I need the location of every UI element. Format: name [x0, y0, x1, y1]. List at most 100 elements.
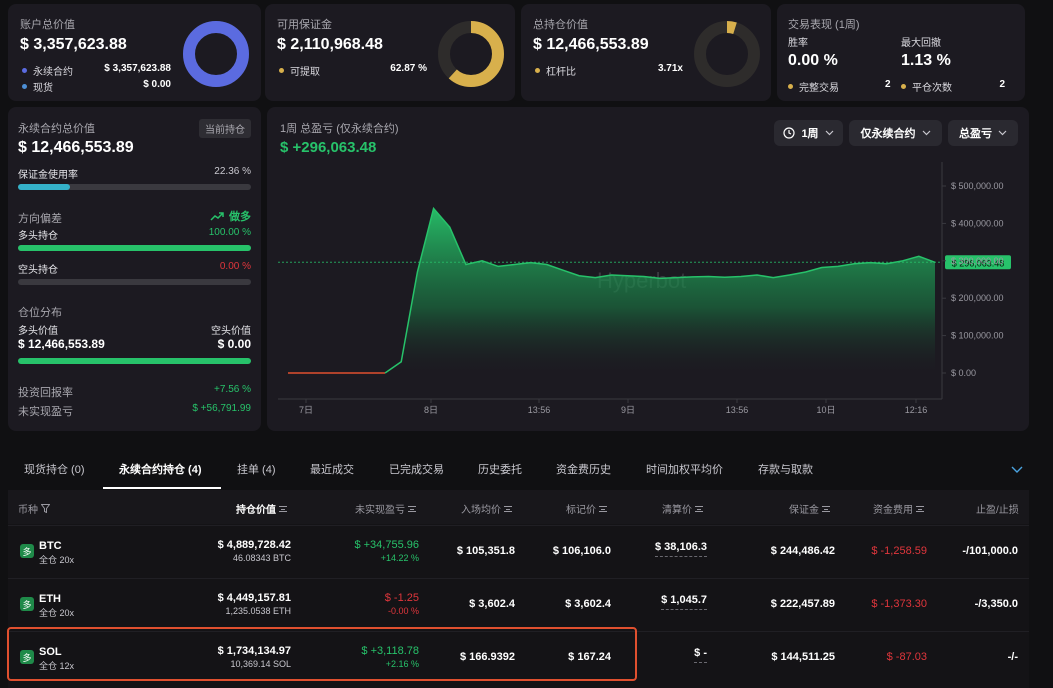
table-row[interactable]: [8, 525, 1029, 577]
header-tpsl[interactable]: 止盈/止损: [976, 505, 1019, 516]
tab-twap[interactable]: 时间加权平均价: [646, 464, 723, 476]
unrealized-pnl-pct: +2.16 %: [385, 659, 419, 669]
pnl-area-chart: Hyperbot$ 296,063.48$ 500,000.00$ 400,00…: [278, 162, 1011, 415]
y-tick-label: $ 100,000.00: [951, 331, 1004, 341]
long-badge: 多: [20, 597, 34, 611]
sort-icon[interactable]: [408, 505, 416, 512]
coin-symbol[interactable]: BTC: [39, 540, 62, 552]
tpsl-value[interactable]: -/101,000.0: [962, 545, 1018, 557]
tab-funding-history[interactable]: 资金费历史: [556, 464, 611, 476]
tab-completed-trades[interactable]: 已完成交易: [389, 464, 444, 476]
chevron-down-icon: [825, 130, 833, 136]
mark-price: $ 106,106.0: [552, 545, 611, 557]
distribution-label: 仓位分布: [18, 307, 62, 319]
coin-symbol[interactable]: SOL: [39, 646, 62, 658]
x-tick-label: 13:56: [528, 405, 551, 415]
filter-icon[interactable]: [41, 504, 50, 513]
account-value-card: 账户总价值 $ 3,357,623.88 永续合约 $ 3,357,623.88…: [8, 4, 261, 101]
legend-perp-value: $ 3,357,623.88: [104, 63, 171, 74]
sort-icon[interactable]: [599, 505, 607, 512]
sort-icon[interactable]: [695, 505, 703, 512]
tab-open-orders[interactable]: 挂单 (4): [237, 464, 276, 476]
margin-amount: $ 222,457.89: [770, 598, 835, 610]
position-value: $ 4,449,157.81: [217, 592, 291, 604]
trades-value: 2: [885, 79, 891, 90]
roi-value: +7.56 %: [214, 384, 251, 395]
y-tick-label: $ 200,000.00: [951, 293, 1004, 303]
metric-select[interactable]: 总盈亏: [948, 120, 1018, 146]
mark-price: $ 167.24: [568, 651, 611, 663]
y-tick-label: $ 500,000.00: [951, 181, 1004, 191]
closes-label: 平仓次数: [901, 79, 952, 94]
liq-price: $ 1,045.7: [661, 594, 707, 610]
margin-usage-label: 保证金使用率: [18, 170, 78, 181]
legend-leverage-value: 3.71x: [657, 63, 683, 74]
y-tick-label: $ 400,000.00: [951, 218, 1004, 228]
table-header-bg: [8, 490, 1029, 524]
bias-indicator: 做多: [210, 208, 251, 224]
perp-value: $ 12,466,553.89: [18, 139, 134, 156]
chevron-down-icon: [922, 130, 930, 136]
perp-title: 永续合约总价值: [18, 123, 95, 135]
sort-icon[interactable]: [916, 505, 924, 512]
tab-deposits-withdrawals[interactable]: 存款与取款: [758, 464, 813, 476]
header-unrealized-pnl[interactable]: 未实现盈亏: [355, 501, 416, 516]
tab-order-history[interactable]: 历史委托: [478, 464, 522, 476]
coin-symbol[interactable]: ETH: [39, 593, 61, 605]
tpsl-value[interactable]: -/3,350.0: [974, 598, 1018, 610]
card-title: 总持仓价值: [533, 19, 588, 31]
short-value: 0.00 %: [219, 261, 251, 272]
header-funding[interactable]: 资金费用: [873, 501, 924, 516]
margin-usage-value: 22.36 %: [214, 166, 251, 177]
period-select[interactable]: 1周: [774, 120, 843, 146]
tab-spot-positions[interactable]: 现货持仓 (0): [24, 464, 85, 476]
trade-performance-card: 交易表现 (1周) 胜率 0.00 % 最大回撤 1.13 % 完整交易 2 平…: [777, 4, 1025, 101]
liq-price: $ -: [694, 647, 707, 663]
position-qty: 10,369.14 SOL: [230, 659, 291, 669]
sort-icon[interactable]: [504, 505, 512, 512]
header-position-value[interactable]: 持仓价值: [236, 501, 287, 516]
chevron-down-icon: [998, 130, 1007, 136]
entry-price: $ 3,602.4: [469, 598, 515, 610]
header-coin[interactable]: 币种: [18, 501, 50, 516]
sort-icon[interactable]: [822, 505, 830, 512]
header-margin[interactable]: 保证金: [789, 501, 830, 516]
card-title: 可用保证金: [277, 19, 332, 31]
trend-up-icon: [210, 212, 224, 221]
chart-total-value: $ +296,063.48: [280, 139, 377, 156]
distribution-bar: [18, 358, 251, 364]
table-row[interactable]: [8, 578, 1029, 630]
header-mark-price[interactable]: 标记价: [566, 501, 607, 516]
margin-usage-bar: [18, 184, 251, 190]
long-badge: 多: [20, 650, 34, 664]
header-entry-price[interactable]: 入场均价: [461, 501, 512, 516]
legend-spot: 现货: [22, 79, 53, 94]
table-row[interactable]: [8, 631, 1029, 683]
closes-value: 2: [999, 79, 1005, 90]
tab-recent-fills[interactable]: 最近成交: [310, 464, 354, 476]
short-value-amount: $ 0.00: [217, 337, 251, 351]
card-title: 账户总价值: [20, 19, 75, 31]
unrealized-pnl: $ +3,118.78: [361, 645, 419, 657]
header-liq-price[interactable]: 清算价: [662, 501, 703, 516]
type-select[interactable]: 仅永续合约: [849, 120, 942, 146]
current-value-badge: [945, 255, 1011, 270]
liq-price: $ 38,106.3: [655, 541, 707, 557]
long-value-amount: $ 12,466,553.89: [18, 337, 105, 351]
tab-perp-positions[interactable]: 永续合约持仓 (4): [119, 464, 202, 476]
pnl-line: [384, 206, 936, 374]
legend-withdrawable-value: 62.87 %: [390, 63, 427, 74]
position-qty: 1,235.0538 ETH: [225, 606, 291, 616]
long-badge: 多: [20, 544, 34, 558]
current-position-tag[interactable]: 当前持仓: [199, 119, 251, 138]
short-bar: [18, 279, 251, 285]
legend-spot-value: $ 0.00: [143, 79, 171, 90]
chevron-down-icon[interactable]: [1011, 466, 1023, 474]
x-tick-label: 12:16: [905, 405, 928, 415]
sort-icon[interactable]: [279, 505, 287, 512]
margin-mode: 全仓 12x: [39, 661, 75, 671]
donut-track: [694, 21, 760, 87]
tpsl-value[interactable]: -/-: [1007, 651, 1018, 663]
funding-fee: $ -87.03: [886, 651, 927, 663]
account-donut: [183, 21, 249, 87]
